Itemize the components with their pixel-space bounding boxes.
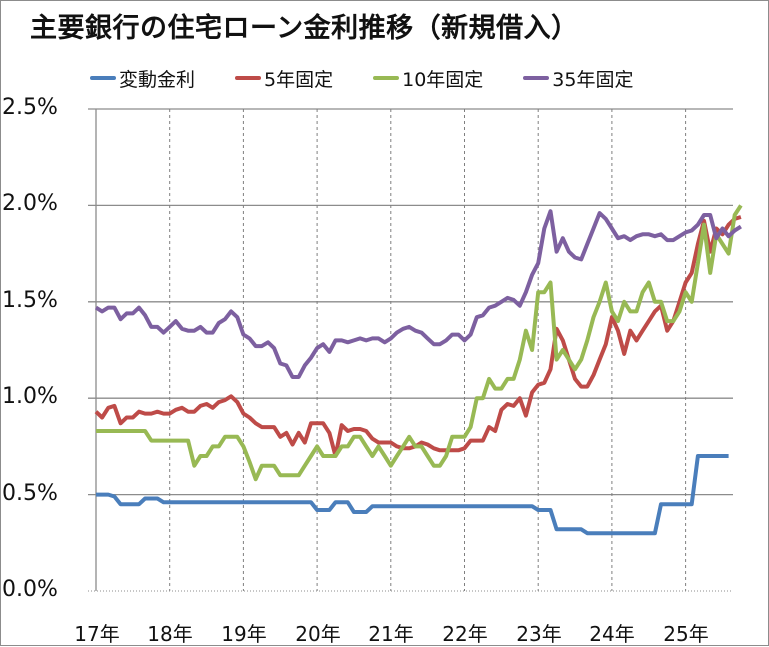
- legend-swatch-icon: [373, 76, 400, 80]
- x-tick-label: 17年: [74, 622, 120, 646]
- legend-swatch-icon: [90, 76, 116, 80]
- y-tick-label: 1.0%: [2, 384, 58, 409]
- x-tick-label: 22年: [442, 622, 488, 646]
- legend-item-35yr: 35年固定: [523, 65, 633, 92]
- legend-item-10yr: 10年固定: [373, 65, 483, 92]
- y-tick-label: 1.5%: [2, 288, 58, 313]
- legend-label: 10年固定: [402, 68, 484, 91]
- x-tick-label: 19年: [221, 622, 267, 646]
- gridlines: [88, 108, 733, 592]
- y-tick-label: 0.5%: [2, 481, 58, 506]
- chart-title: 主要銀行の住宅ローン金利推移（新規借入）: [30, 13, 579, 44]
- legend-item-variable: 変動金利: [90, 65, 195, 92]
- x-tick-label: 25年: [663, 622, 709, 646]
- legend-label: 変動金利: [119, 68, 196, 91]
- series-line-10年固定: [96, 204, 743, 482]
- series-line-変動金利: [96, 454, 729, 536]
- x-tick-label: 18年: [147, 622, 193, 646]
- y-tick-label: 2.0%: [2, 191, 58, 216]
- legend-item-5yr: 5年固定: [235, 65, 333, 92]
- series-line-35年固定: [94, 209, 742, 379]
- legend-label: 5年固定: [264, 68, 334, 91]
- x-tick-label: 24年: [589, 622, 635, 646]
- chart-legend: 変動金利 5年固定 10年固定 35年固定: [90, 64, 673, 92]
- y-tick-label: 2.5%: [2, 95, 58, 120]
- legend-label: 35年固定: [552, 68, 634, 91]
- x-tick-label: 20年: [295, 622, 341, 646]
- y-tick-label: 0.0%: [2, 577, 58, 602]
- x-tick-label: 21年: [368, 622, 414, 646]
- legend-swatch-icon: [523, 76, 550, 80]
- series-lines: [94, 204, 743, 536]
- series-line-5年固定: [94, 215, 742, 458]
- legend-swatch-icon: [235, 76, 262, 80]
- x-tick-label: 23年: [516, 622, 562, 646]
